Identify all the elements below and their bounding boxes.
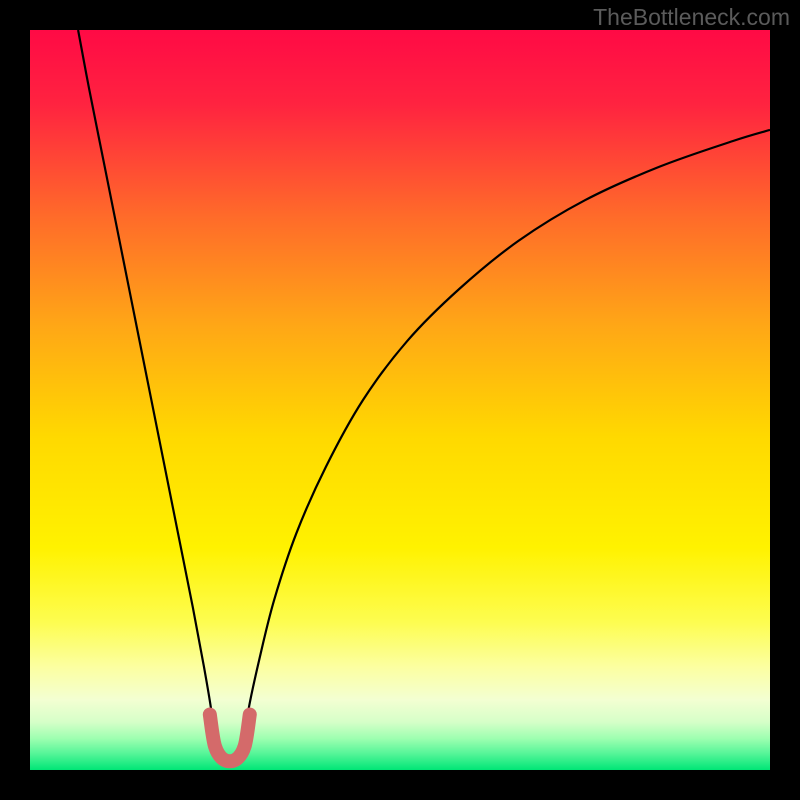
chart-frame: TheBottleneck.com <box>0 0 800 800</box>
bottleneck-chart <box>0 0 800 800</box>
gradient-background <box>30 30 770 770</box>
watermark-text: TheBottleneck.com <box>593 4 790 31</box>
